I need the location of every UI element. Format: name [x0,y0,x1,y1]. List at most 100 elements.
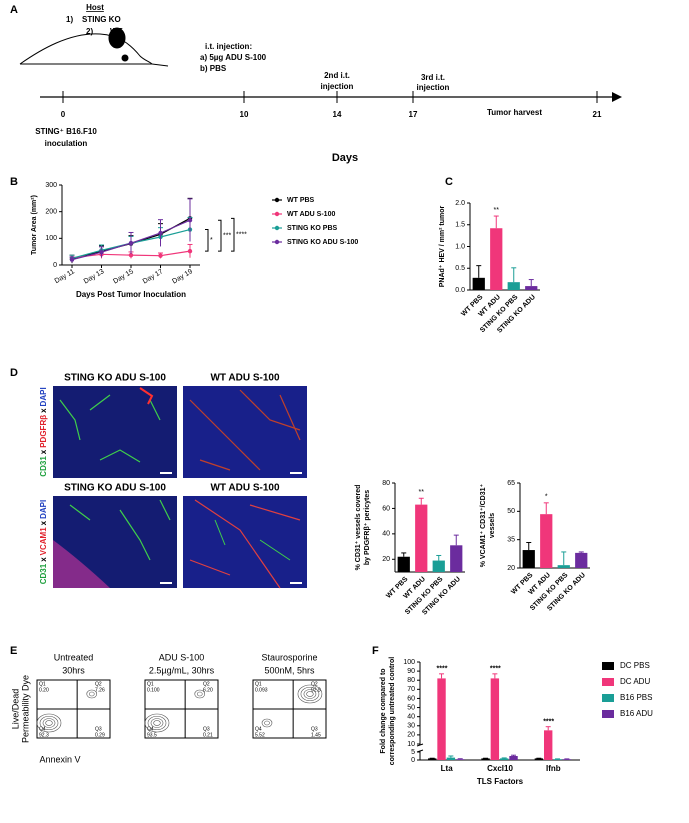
y-tick-label: 5 [411,749,415,756]
quadrant-name: Q2 [95,681,102,687]
contour [42,718,56,728]
point [128,240,134,246]
legend-swatch [602,662,614,670]
host-number: 2) [86,27,93,36]
bar [562,759,572,760]
axis-label: Fold change compared to [380,668,387,753]
timeline-label: 14 [333,110,342,119]
legend-label: STING KO ADU S-100 [287,239,358,246]
axis-label: Permeability Dye [20,675,30,743]
plot-title: Untreated [54,652,94,662]
timeline-arrow [612,92,622,102]
quadrant-value: 93.5 [147,732,157,738]
axis-label: TLS Factors [477,777,524,786]
bar [490,228,503,290]
y-tick-label: 100 [45,235,57,242]
bar [428,758,437,760]
point [158,230,163,236]
contour [147,715,167,731]
bar [481,758,490,760]
significance-label: ** [494,207,500,214]
y-tick-label: 0 [411,757,415,764]
stain-part: x [39,449,48,454]
legend-label: WT PBS [287,197,315,204]
bar [534,758,544,760]
plot-title: ADU S-100 [159,652,205,662]
legend-label: WT ADU S-100 [287,211,335,218]
micrograph [53,496,177,588]
contour [86,689,98,699]
point [99,250,104,255]
x-tick-label: Day 17 [142,268,165,285]
bar [557,565,570,568]
y-tick-label: 100 [403,659,415,666]
significance-bracket [231,217,235,252]
y-tick-label: 20 [382,556,390,563]
point [69,257,75,262]
panel-label: B [10,176,18,188]
host-name: WT [110,27,123,36]
significance-label: **** [543,719,554,726]
inoculation-text: STING⁺ B16.F10 [35,127,97,136]
quadrant-value: 1.45 [311,732,321,738]
timeline-label: 17 [409,110,418,119]
bar [472,277,485,290]
contour [150,718,164,728]
contour [300,686,320,702]
image-title: WT ADU S-100 [210,373,280,384]
contour [36,713,62,733]
quadrant-name: Q3 [95,726,102,732]
y-tick-label: 20 [507,565,515,572]
y-tick-label: 1.5 [455,222,465,229]
quadrant-name: Q1 [39,681,46,687]
vessels [69,499,171,561]
x-tick-label: Day 15 [112,268,135,285]
bar [490,678,500,760]
bar [525,286,538,290]
axis-label: Live/Dead [10,689,20,730]
contour [194,689,206,699]
micrograph [183,386,307,478]
scale-bar [290,582,302,584]
y-tick-label: 60 [382,505,390,512]
quadrant-name: Q1 [147,681,154,687]
quadrant-name: Q1 [255,681,262,687]
quadrant-value: 0.093 [255,687,268,693]
quadrant-name: Q4 [39,726,46,732]
scale-bar [160,582,172,584]
legend-swatch [602,678,614,686]
vessels [189,389,301,471]
host-name: STING KO [82,15,121,24]
legend-label: DC ADU [620,677,650,686]
bar [575,552,588,568]
quadrant-name: Q2 [311,681,318,687]
image-title: STING KO ADU S-100 [64,373,166,384]
y-tick-label: 40 [407,714,415,721]
mouse-eye [121,54,129,62]
stain-part: x [39,408,48,413]
injection-text: injection [417,83,450,92]
significance-label: ** [419,489,425,496]
axis-label: by PDGFRβ⁺ pericytes [363,490,371,565]
bar [437,678,446,760]
x-tick-label: Cxcl10 [487,764,513,773]
quadrant-name: Q2 [203,681,210,687]
injection-text: a) 5µg ADU S-100 [200,53,267,62]
injection-text: 2nd i.t. [324,71,350,80]
y-tick-label: 60 [407,695,415,702]
quadrant-name: Q3 [311,726,318,732]
quadrant-value: 5.52 [255,732,265,738]
legend-marker [274,211,280,217]
injection-text: injection [321,82,354,91]
quadrant-value: 0.29 [95,732,105,738]
injection-text: b) PBS [200,64,227,73]
axis-label: PNAd⁺ HEV / mm² tumor [438,205,446,287]
significance-bracket [205,229,209,252]
y-tick-label: 200 [45,209,57,216]
legend-label: B16 PBS [620,693,652,702]
stain-part: DAPI [39,387,48,406]
stain-label: CD31xVCAM1xDAPI [39,500,48,585]
y-tick-label: 80 [382,480,390,487]
